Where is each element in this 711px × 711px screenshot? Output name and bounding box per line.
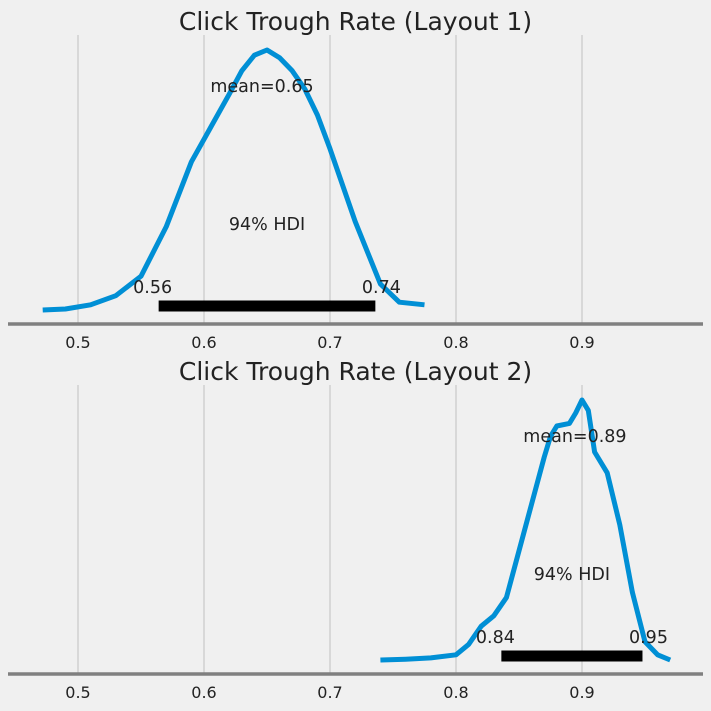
hdi-high-label: 0.74 — [362, 278, 401, 298]
x-tick-label: 0.5 — [65, 683, 90, 702]
x-tick-label: 0.8 — [443, 683, 468, 702]
x-tick-label: 0.8 — [443, 333, 468, 352]
x-tick-label: 0.7 — [317, 683, 342, 702]
x-tick-label: 0.7 — [317, 333, 342, 352]
mean-label: mean=0.89 — [523, 427, 626, 447]
hdi-label: 94% HDI — [229, 215, 305, 235]
chart-title: Click Trough Rate (Layout 2) — [179, 357, 532, 386]
hdi-low-label: 0.56 — [133, 278, 172, 298]
x-tick-label: 0.6 — [191, 333, 216, 352]
density-curve — [380, 397, 672, 663]
chart-title: Click Trough Rate (Layout 1) — [179, 7, 532, 36]
density-curve — [42, 47, 425, 313]
hdi-low-label: 0.84 — [476, 628, 515, 648]
panel-layout-2: Click Trough Rate (Layout 2) 0.84 0.95 mean… — [8, 357, 703, 702]
x-tick-label: 0.5 — [65, 333, 90, 352]
hdi-high-label: 0.95 — [629, 628, 668, 648]
x-tick-label: 0.9 — [569, 683, 594, 702]
panel-layout-1: Click Trough Rate (Layout 1) 0.56 0.74 mean… — [8, 7, 703, 352]
hdi-label: 94% HDI — [534, 565, 610, 585]
mean-label: mean=0.65 — [210, 77, 313, 97]
x-tick-label: 0.6 — [191, 683, 216, 702]
x-tick-label: 0.9 — [569, 333, 594, 352]
